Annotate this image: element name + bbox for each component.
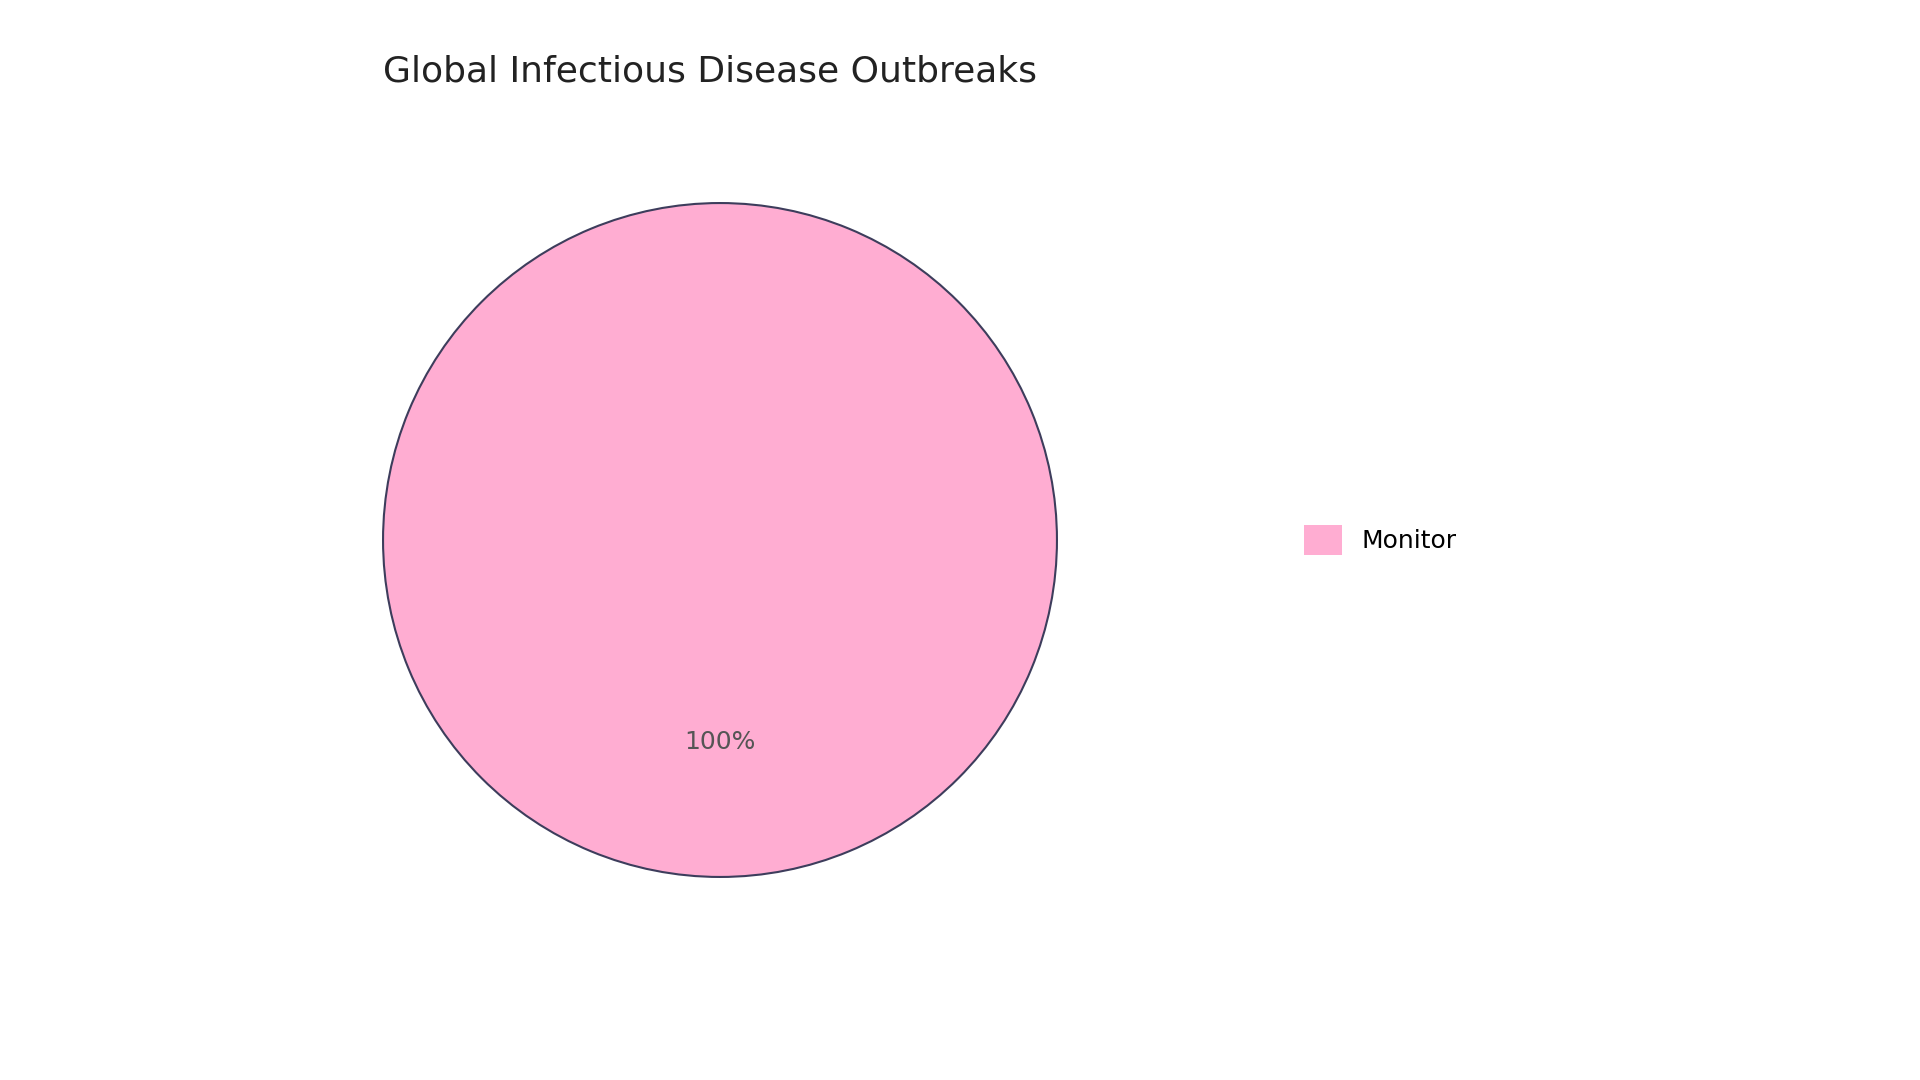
Text: Global Infectious Disease Outbreaks: Global Infectious Disease Outbreaks xyxy=(384,54,1037,87)
Text: 100%: 100% xyxy=(684,730,756,754)
Wedge shape xyxy=(382,203,1056,877)
Legend: Monitor: Monitor xyxy=(1294,515,1467,565)
